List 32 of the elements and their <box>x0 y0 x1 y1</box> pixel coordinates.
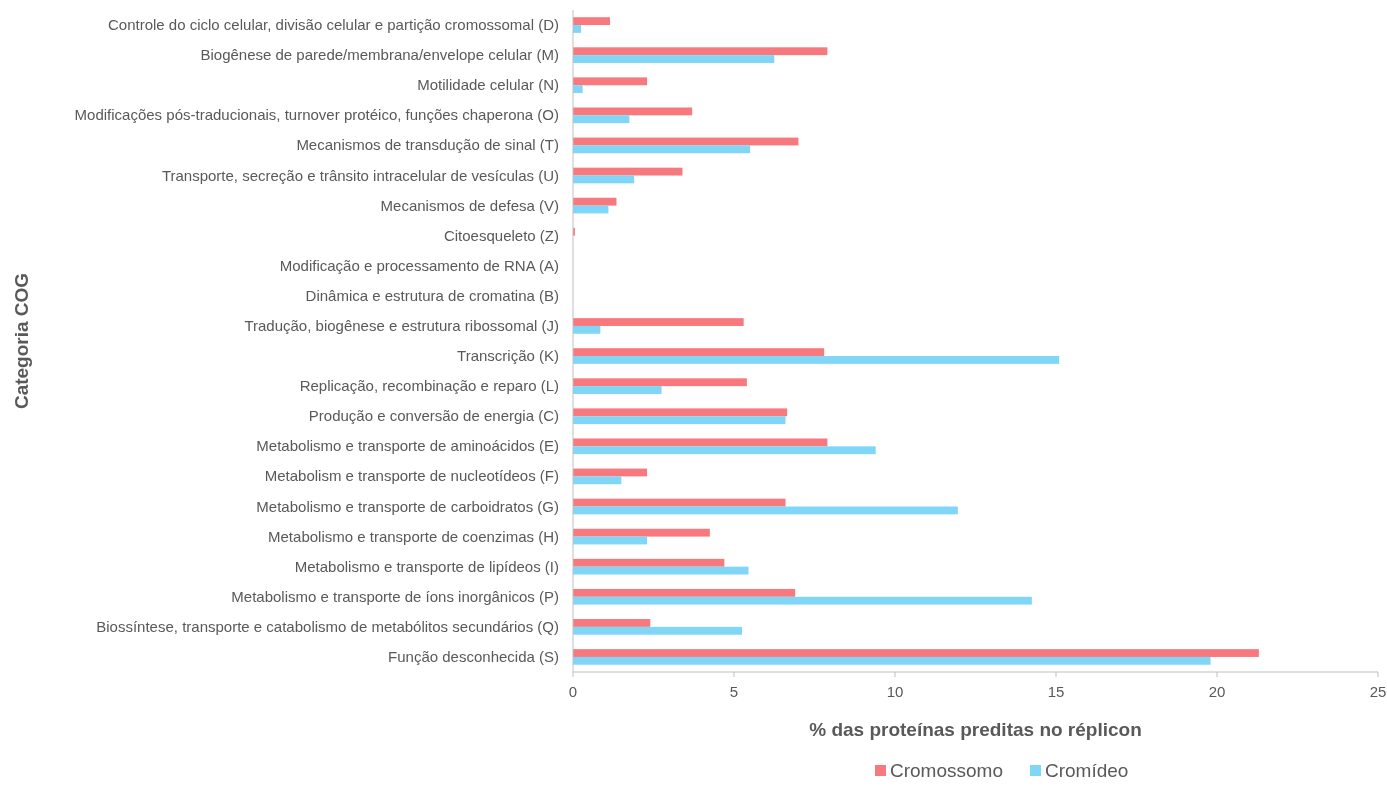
y-tick-label: Transcrição (K) <box>457 347 559 365</box>
x-tick-label: 15 <box>1047 683 1065 700</box>
x-tick-label: 20 <box>1208 683 1226 700</box>
x-axis-title: % das proteínas preditas no réplicon <box>809 719 1142 740</box>
x-tick-label: 25 <box>1369 683 1387 700</box>
y-tick-label: Modificações pós-traducionais, turnover protéico, funções chaperona (O) <box>74 106 559 124</box>
y-tick-label: Mecanismos de defesa (V) <box>380 196 559 214</box>
y-tick-label: Biogênese de parede/membrana/envelope celular (M) <box>200 46 559 64</box>
x-tick-label: 5 <box>729 683 739 700</box>
y-tick-label: Biossíntese, transporte e catabolismo de metabólitos secundários (Q) <box>96 617 559 635</box>
y-tick-label: Controle do ciclo celular, divisão celular e partição cromossomal (D) <box>107 16 559 34</box>
legend-label: Cromídeo <box>1045 760 1129 781</box>
x-tick-label: 0 <box>568 683 578 700</box>
y-tick-label: Metabolismo e transporte de aminoácidos (E) <box>256 437 559 455</box>
y-tick-label: Metabolismo e transporte de coenzimas (H) <box>268 527 559 545</box>
y-tick-label: Dinâmica e estrutura de cromatina (B) <box>305 286 559 304</box>
x-tick-label: 10 <box>886 683 904 700</box>
y-tick-label: Transporte, secreção e trânsito intracelular de vesículas (U) <box>161 166 559 184</box>
y-tick-label: Modificação e processamento de RNA (A) <box>279 256 559 274</box>
y-tick-label: Tradução, biogênese e estrutura ribossomal (J) <box>244 316 559 334</box>
y-axis-title: Categoria COG <box>11 272 32 410</box>
y-tick-label: Replicação, recombinação e reparo (L) <box>299 377 559 395</box>
y-tick-label: Mecanismos de transdução de sinal (T) <box>296 136 559 154</box>
y-tick-label: Produção e conversão de energia (C) <box>308 407 559 425</box>
legend-label: Cromossomo <box>890 760 1003 781</box>
y-tick-label: Metabolismo e transporte de carboidratos (G) <box>256 497 559 515</box>
y-tick-label: Metabolismo e transporte de lipídeos (I) <box>294 557 559 575</box>
y-tick-label: Metabolismo e transporte de íons inorgânicos (P) <box>231 587 559 605</box>
y-tick-label: Função desconhecida (S) <box>388 647 559 665</box>
y-tick-label: Citoesqueleto (Z) <box>443 226 559 244</box>
y-tick-label: Metabolism e transporte de nucleotídeos (F) <box>264 467 559 485</box>
y-tick-label: Motilidade celular (N) <box>417 76 559 94</box>
